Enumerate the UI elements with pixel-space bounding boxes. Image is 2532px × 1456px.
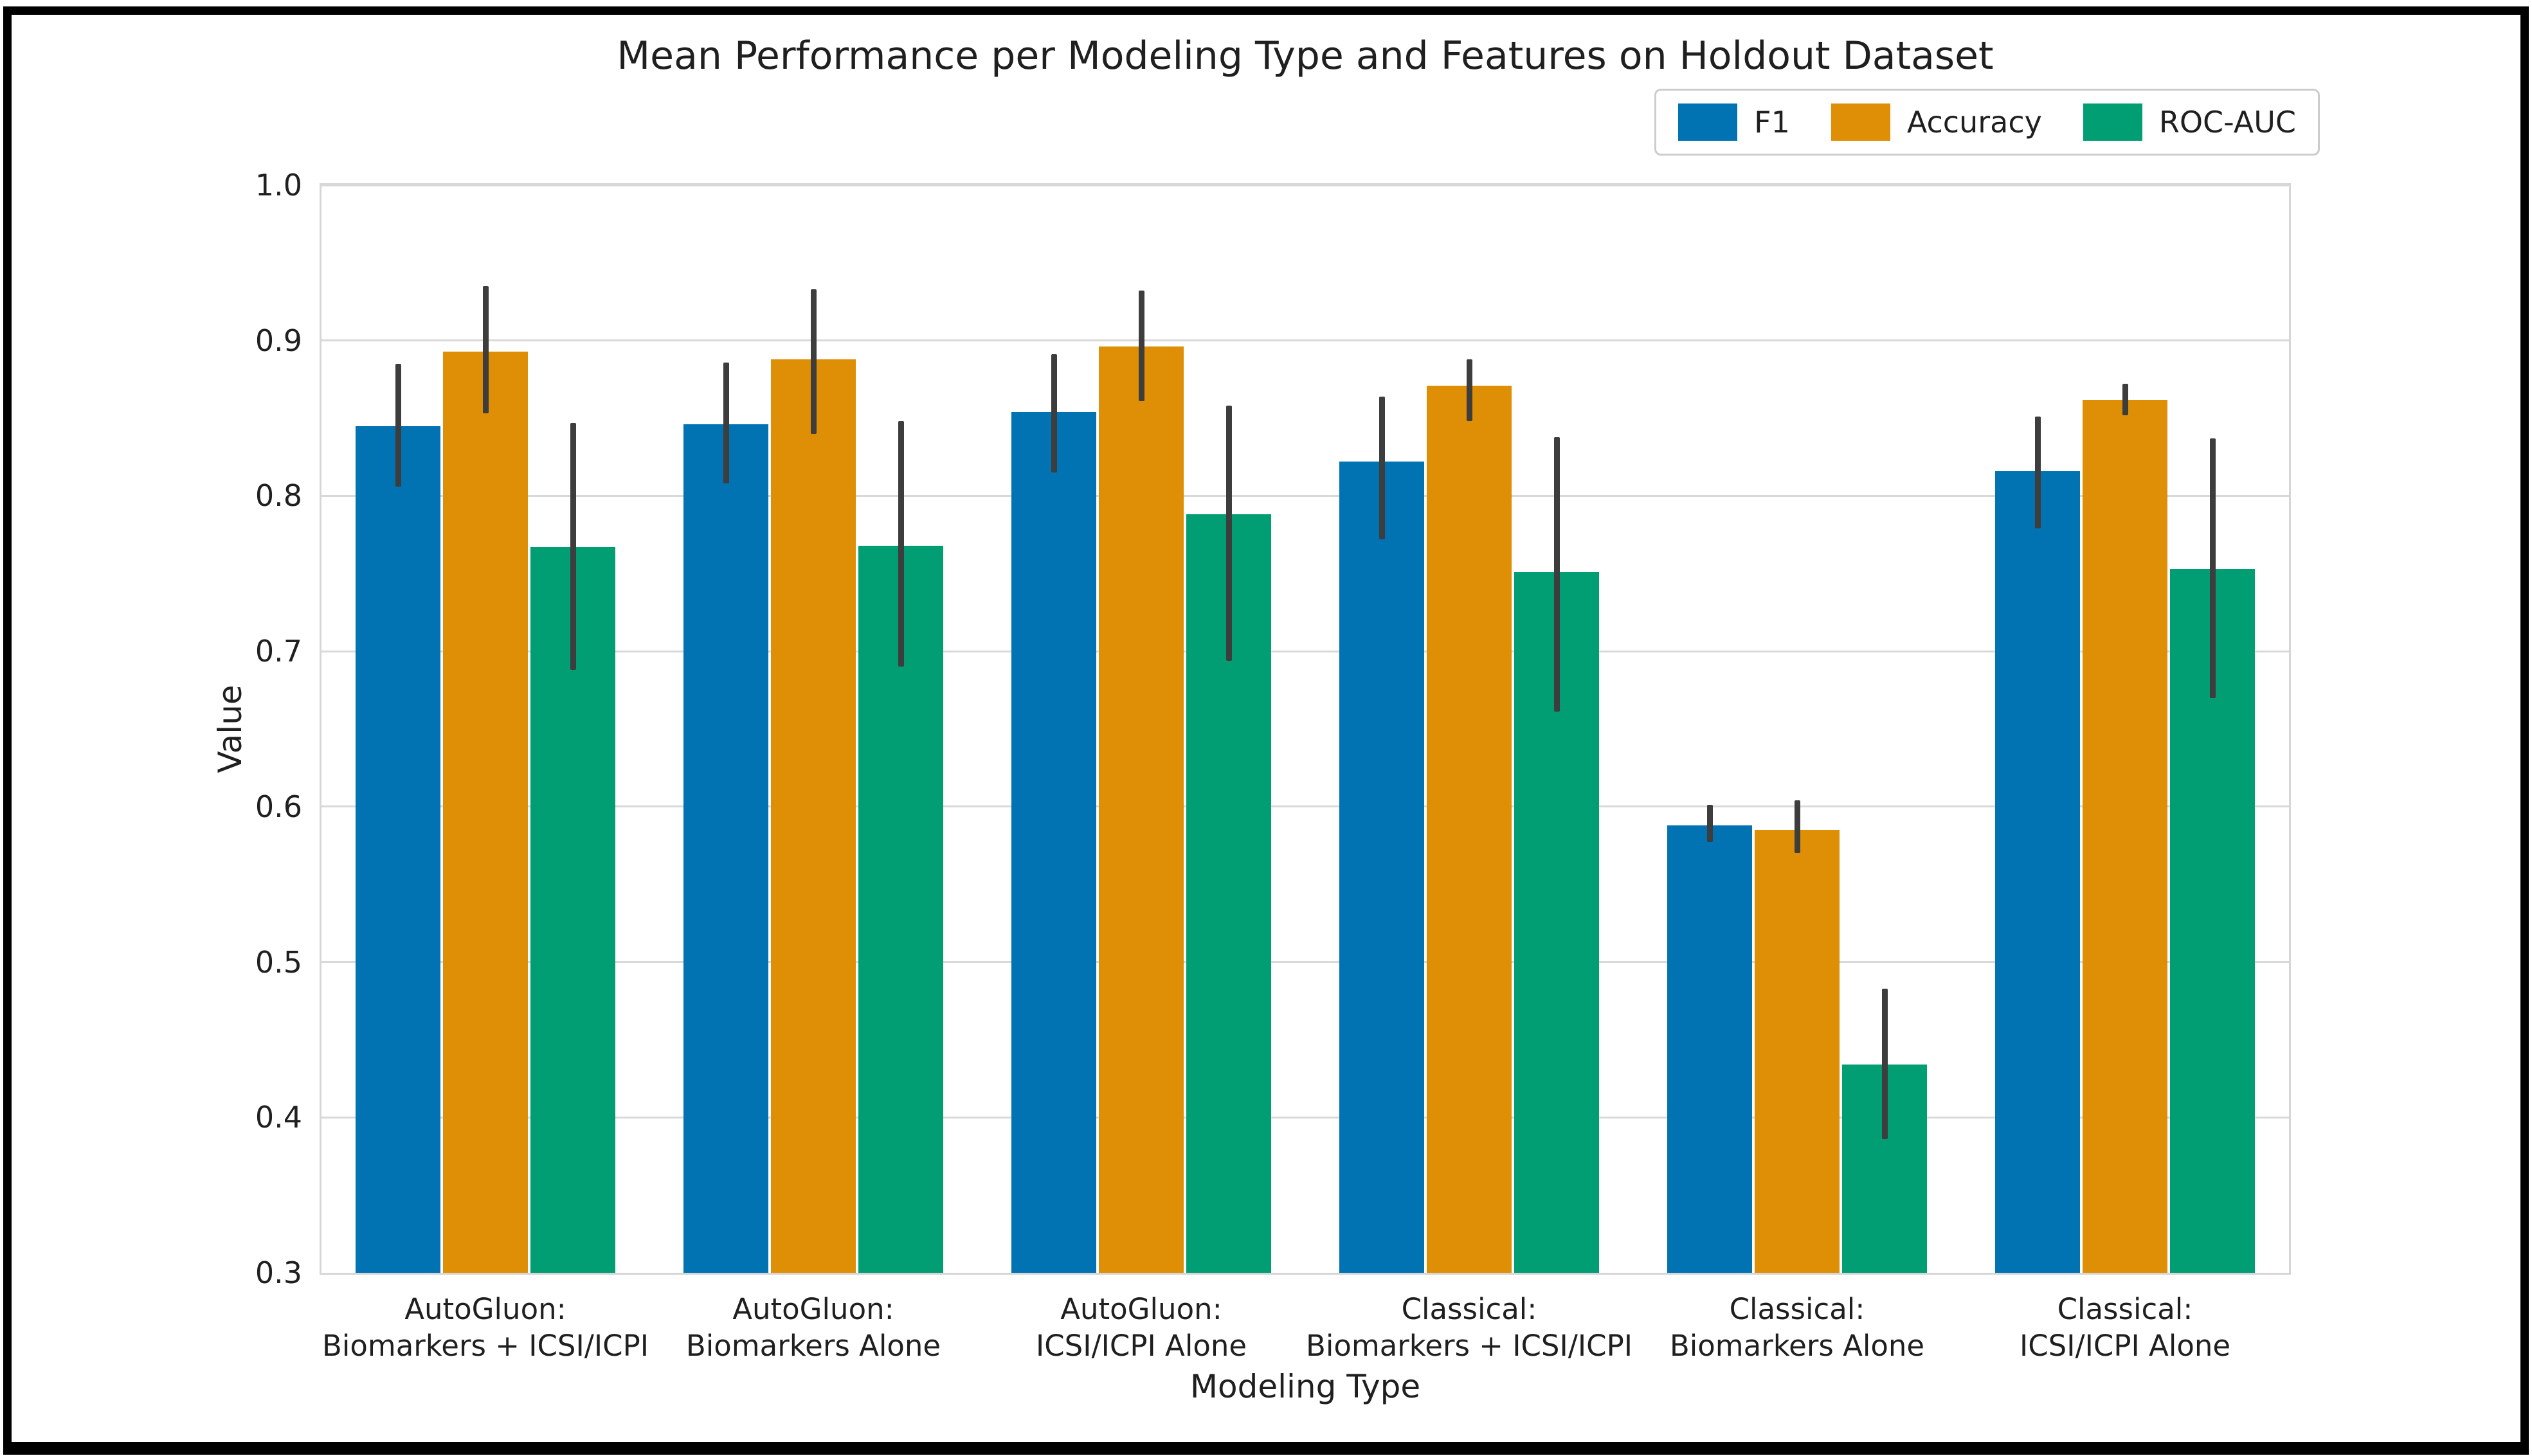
error-bar-roc-auc-4 [1553,436,1560,712]
legend: F1 Accuracy ROC-AUC [1654,89,2320,156]
chart-title: Mean Performance per Modeling Type and F… [617,33,1994,78]
legend-item-f1: F1 [1678,103,1790,141]
y-tick-label: 1.0 [255,168,302,202]
x-tick-label-autogluon-1: AutoGluon: Biomarkers + ICSI/ICPI [321,1292,649,1363]
x-tick-label-autogluon-3: AutoGluon: ICSI/ICPI Alone [1035,1292,1247,1363]
x-tick-label-classical-5: Classical: Biomarkers Alone [1669,1292,1925,1363]
error-bar-accuracy-6 [2122,384,2128,415]
error-bar-f1-1 [395,363,401,487]
legend-item-accuracy: Accuracy [1831,103,2042,141]
error-bar-roc-auc-1 [570,422,576,670]
bar-accuracy-autogluon-icsi-icpi-alone [1099,346,1184,1273]
legend-item-roc-auc: ROC-AUC [2083,103,2296,141]
bar-accuracy-autogluon-biomarkers-icsi-icpi [443,351,528,1273]
x-tick-label-autogluon-2: AutoGluon: Biomarkers Alone [685,1292,941,1363]
bar-accuracy-classical-biomarkers-icsi-icpi [1427,385,1512,1273]
gridline-y-0.8 [321,494,2289,497]
error-bar-roc-auc-6 [2209,438,2216,698]
gridline-y-1.0 [321,184,2289,186]
y-axis-label: Value [212,685,249,773]
error-bar-f1-5 [1706,805,1713,843]
gridline-y-0.6 [321,805,2289,808]
y-tick-label: 0.3 [255,1255,302,1290]
error-bar-accuracy-1 [482,286,489,414]
gridline-y-0.5 [321,961,2289,964]
y-tick-label: 0.6 [255,789,302,824]
legend-label-roc-auc: ROC-AUC [2158,105,2296,139]
error-bar-accuracy-3 [1138,291,1144,401]
gridline-y-0.7 [321,650,2289,652]
x-tick-label-classical-6: Classical: ICSI/ICPI Alone [2019,1292,2231,1363]
legend-swatch-roc-auc [2083,103,2142,141]
bar-f1-classical-biomarkers-icsi-icpi [1339,462,1424,1273]
bar-accuracy-classical-biomarkers-alone [1755,830,1840,1273]
error-bar-accuracy-2 [810,289,817,434]
legend-label-accuracy: Accuracy [1906,105,2042,139]
error-bar-f1-6 [2034,417,2041,529]
error-bar-f1-4 [1379,396,1385,540]
error-bar-accuracy-5 [1794,800,1800,854]
bar-f1-autogluon-biomarkers-alone [683,424,768,1273]
error-bar-roc-auc-5 [1881,988,1888,1140]
error-bar-accuracy-4 [1466,359,1472,422]
bar-f1-autogluon-biomarkers-icsi-icpi [356,426,440,1273]
bar-f1-classical-biomarkers-alone [1667,825,1752,1273]
error-bar-f1-3 [1051,354,1057,473]
y-tick-label: 0.9 [255,323,302,358]
gridline-y-0.9 [321,339,2289,342]
legend-swatch-accuracy [1831,103,1890,141]
y-tick-label: 0.7 [255,634,302,669]
y-tick-label: 0.5 [255,944,302,980]
error-bar-f1-2 [723,362,729,484]
x-axis-label: Modeling Type [1189,1368,1421,1405]
gridline-y-0.4 [321,1116,2289,1119]
bar-accuracy-classical-icsi-icpi-alone [2083,399,2167,1273]
error-bar-roc-auc-3 [1225,406,1232,661]
bar-f1-autogluon-icsi-icpi-alone [1011,411,1096,1273]
legend-swatch-f1 [1678,103,1738,141]
y-tick-label: 0.8 [255,478,302,514]
legend-label-f1: F1 [1754,105,1790,139]
error-bar-roc-auc-2 [898,421,904,667]
bar-roc-auc-autogluon-biomarkers-alone [858,545,943,1273]
bar-f1-classical-icsi-icpi-alone [1995,471,2080,1273]
x-tick-label-classical-4: Classical: Biomarkers + ICSI/ICPI [1305,1292,1632,1363]
bar-accuracy-autogluon-biomarkers-alone [771,359,856,1273]
y-tick-label: 0.4 [255,1100,302,1135]
